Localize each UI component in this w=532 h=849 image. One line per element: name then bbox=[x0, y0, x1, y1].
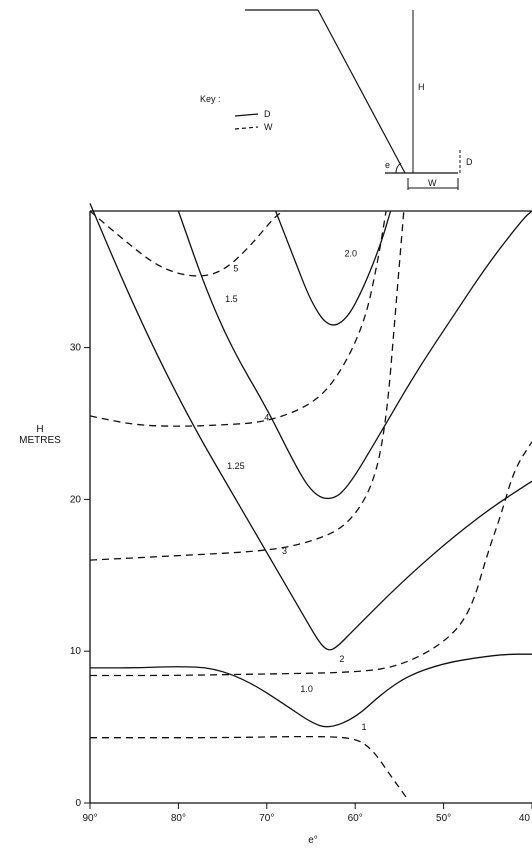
diagram-width-label: W bbox=[428, 178, 437, 188]
x-tick-label-2: 70° bbox=[259, 813, 274, 824]
w-curve-5 bbox=[89, 210, 285, 277]
diagram-height-label: H bbox=[418, 82, 425, 92]
diagram-angle-arc bbox=[395, 162, 402, 174]
d-curve-1-0 bbox=[90, 653, 532, 728]
y-tick-label-3: 30 bbox=[70, 343, 82, 354]
d-curve-2-0 bbox=[274, 210, 392, 326]
legend-label-w: W bbox=[264, 122, 273, 132]
w-curve-2 bbox=[90, 441, 532, 677]
w-curve-4 bbox=[89, 210, 387, 427]
x-tick-label-5: 40 bbox=[519, 813, 531, 824]
x-tick-label-3: 60° bbox=[348, 813, 363, 824]
curve-label-5-w: 5 bbox=[233, 264, 238, 274]
legend-label-d: D bbox=[264, 109, 271, 119]
x-tick-label-0: 90° bbox=[82, 813, 97, 824]
legend-swatch-solid bbox=[234, 113, 259, 117]
diagram-slope bbox=[317, 9, 406, 174]
curve-label-1-5-d: 1.5 bbox=[225, 294, 238, 304]
diagram-angle-label: e bbox=[385, 160, 390, 170]
y-tick-label-0: 0 bbox=[75, 798, 81, 809]
curve-label-4-w: 4 bbox=[264, 412, 269, 422]
d-curve-1-5 bbox=[177, 210, 532, 500]
curve-label-1-0-d: 1.0 bbox=[300, 684, 313, 694]
w-curve-1 bbox=[90, 735, 409, 801]
y-axis-title-metres: METRES bbox=[19, 435, 61, 446]
x-tick-label-4: 50° bbox=[436, 813, 451, 824]
d-curve-1-25 bbox=[89, 203, 532, 651]
curve-label-1-25-d: 1.25 bbox=[227, 461, 245, 471]
x-tick-label-1: 80° bbox=[171, 813, 186, 824]
legend-title: Key : bbox=[200, 94, 221, 104]
legend-swatch-dashed bbox=[234, 126, 259, 130]
curve-label-2-w: 2 bbox=[339, 654, 344, 664]
curve-label-2-0-d: 2.0 bbox=[345, 249, 358, 259]
w-curve-3 bbox=[89, 210, 405, 561]
curve-label-3-w: 3 bbox=[282, 546, 287, 556]
curve-label-1-w: 1 bbox=[362, 722, 367, 732]
diagram-depth-label: D bbox=[466, 157, 473, 167]
x-axis-title: e° bbox=[308, 835, 318, 846]
y-axis-title-h: H bbox=[36, 424, 43, 435]
y-tick-label-1: 10 bbox=[70, 646, 82, 657]
legend: Key : D W bbox=[200, 94, 273, 132]
cross-section-diagram: H e D W bbox=[245, 9, 473, 190]
y-tick-label-2: 20 bbox=[70, 494, 82, 505]
